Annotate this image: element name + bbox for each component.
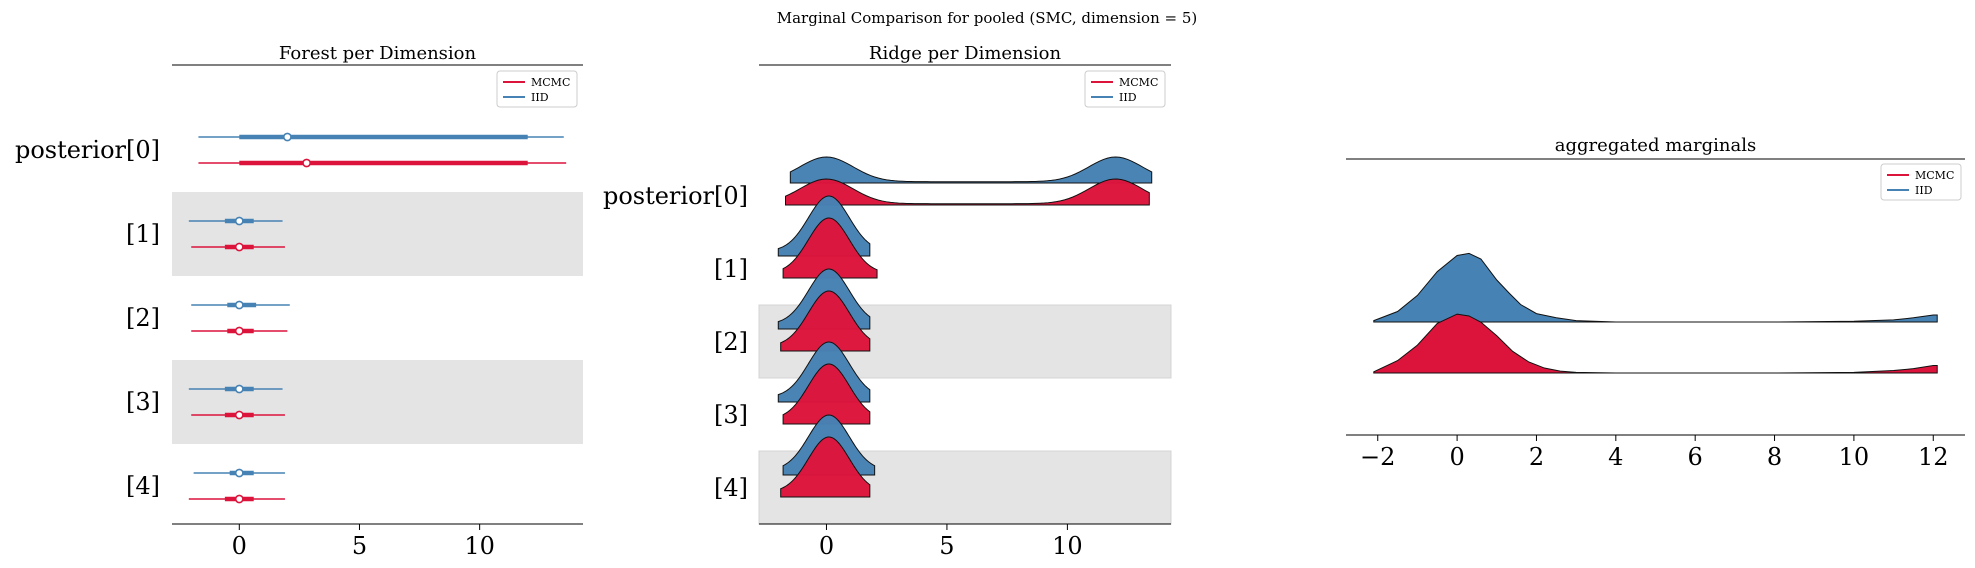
point-estimate — [234, 384, 244, 394]
panel-title: aggregated marginals — [1555, 135, 1756, 156]
x-tick-label: 10 — [1839, 443, 1870, 471]
mcmc-ridge — [782, 363, 871, 425]
legend-label-0: MCMC — [1915, 169, 1954, 182]
x-tick-label: 5 — [352, 532, 367, 560]
x-tick-label: 4 — [1608, 443, 1623, 471]
x-tick-label: 6 — [1688, 443, 1703, 471]
row-label: [3] — [126, 388, 160, 416]
x-tick-label: 5 — [939, 532, 954, 560]
point-estimate — [234, 410, 244, 420]
point-estimate — [234, 216, 244, 226]
legend-label-0: MCMC — [531, 76, 570, 89]
point-estimate — [234, 494, 244, 504]
x-tick-label: −2 — [1360, 443, 1395, 471]
panel-title: Forest per Dimension — [279, 43, 477, 64]
x-tick-label: 0 — [819, 532, 834, 560]
row-label: posterior[0] — [15, 136, 160, 164]
aggregate-panel: aggregated marginals MCMC IID −2 0 2 4 6 8 10 12 — [1346, 135, 1965, 471]
x-tick-label: 12 — [1918, 443, 1949, 471]
figure-suptitle: Marginal Comparison for pooled (SMC, dim… — [777, 9, 1197, 27]
x-tick-label: 10 — [464, 532, 495, 560]
x-tick-label: 10 — [1052, 532, 1083, 560]
row-label: posterior[0] — [603, 182, 748, 210]
x-tick-label: 0 — [232, 532, 247, 560]
legend-label-1: IID — [1915, 184, 1933, 197]
legend-label-1: IID — [1119, 91, 1137, 104]
point-estimate — [282, 132, 292, 142]
legend-label-0: MCMC — [1119, 76, 1158, 89]
point-estimate — [234, 326, 244, 336]
iid-ridge — [789, 156, 1153, 184]
panel-title: Ridge per Dimension — [869, 43, 1062, 64]
row-label: [3] — [714, 401, 748, 429]
panels: Forest per Dimension posterior[0] [1] [2] [3… — [15, 43, 1965, 560]
point-estimate — [234, 242, 244, 252]
legend-label-1: IID — [531, 91, 549, 104]
row-label: [1] — [126, 220, 160, 248]
x-tick-label: 8 — [1767, 443, 1782, 471]
point-estimate — [302, 158, 311, 168]
mcmc-ridge — [782, 217, 878, 279]
row-label: [4] — [126, 472, 160, 500]
mcmc-ridge — [780, 436, 871, 498]
row-band — [172, 360, 583, 444]
row-label: [4] — [714, 474, 748, 502]
mcmc-area — [1373, 313, 1938, 374]
iid-area — [1373, 252, 1938, 323]
point-estimate — [234, 468, 244, 478]
mcmc-ridge — [780, 290, 871, 352]
row-label: [2] — [126, 304, 160, 332]
forest-panel: Forest per Dimension posterior[0] [1] [2] [3… — [15, 43, 583, 560]
ridge-panel: Ridge per Dimension posterior[0] [1] [2] [3]… — [603, 43, 1172, 560]
x-tick-label: 0 — [1449, 443, 1464, 471]
row-label: [1] — [714, 255, 748, 283]
point-estimate — [234, 300, 244, 310]
row-label: [2] — [714, 328, 748, 356]
row-band — [172, 192, 583, 276]
x-tick-label: 2 — [1529, 443, 1544, 471]
